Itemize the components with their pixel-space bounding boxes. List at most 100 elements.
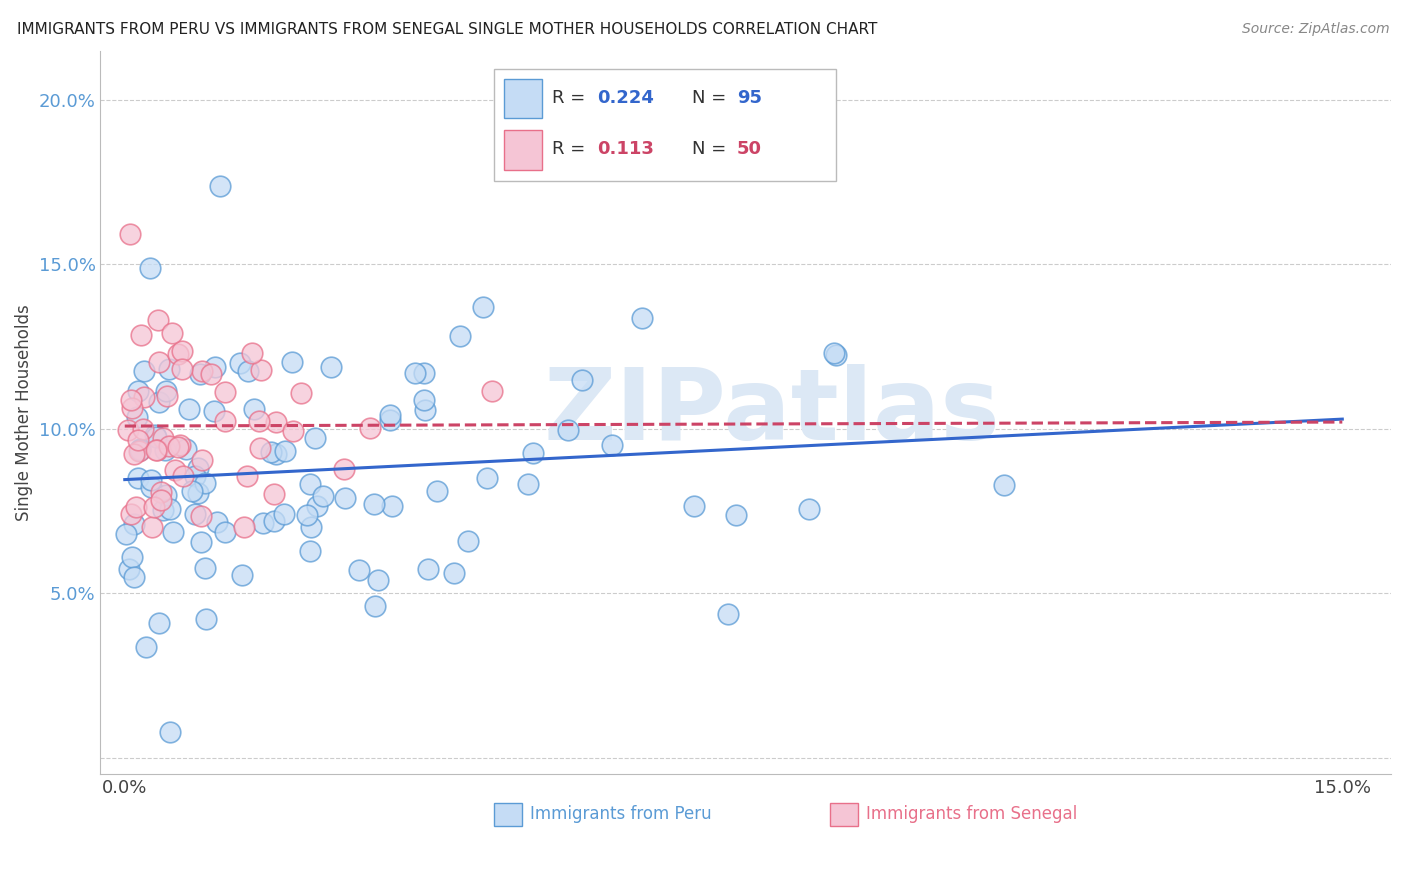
Point (156, 388, 179, 402)
Point (135, 640, 157, 654)
Point (204, 359, 226, 374)
Point (157, 439, 180, 453)
Point (281, 355, 304, 369)
Point (152, 431, 174, 445)
Point (174, 442, 197, 457)
Point (240, 346, 263, 360)
Point (129, 442, 152, 457)
Point (117, 423, 139, 437)
Point (290, 386, 312, 401)
Point (208, 179, 231, 194)
Point (378, 408, 401, 422)
Point (305, 499, 328, 513)
Point (522, 445, 544, 459)
Point (177, 402, 200, 417)
Text: IMMIGRANTS FROM PERU VS IMMIGRANTS FROM SENEGAL SINGLE MOTHER HOUSEHOLDS CORRELA: IMMIGRANTS FROM PERU VS IMMIGRANTS FROM … (17, 22, 877, 37)
Point (823, 345, 845, 359)
Point (304, 431, 326, 445)
Point (128, 444, 150, 458)
Point (194, 476, 217, 491)
Point (167, 441, 190, 455)
Point (141, 520, 163, 534)
Point (167, 347, 190, 361)
Point (600, 438, 623, 452)
Point (797, 501, 820, 516)
Point (125, 409, 148, 424)
Point (236, 469, 259, 483)
Point (195, 612, 218, 626)
Point (157, 362, 180, 376)
Point (120, 393, 142, 408)
Point (141, 480, 163, 494)
Point (139, 474, 162, 488)
Point (631, 311, 654, 326)
Point (183, 468, 205, 483)
FancyBboxPatch shape (494, 803, 523, 826)
Point (149, 492, 172, 507)
Point (378, 413, 401, 427)
Point (127, 471, 149, 485)
Point (412, 393, 434, 408)
Point (404, 366, 426, 380)
Point (129, 443, 152, 458)
Point (194, 561, 217, 575)
Point (163, 462, 186, 476)
Point (145, 443, 167, 458)
Point (477, 471, 499, 485)
Point (426, 484, 449, 499)
Point (457, 533, 479, 548)
Point (232, 520, 254, 534)
Point (159, 725, 181, 739)
Point (148, 355, 170, 369)
Point (162, 524, 184, 539)
FancyBboxPatch shape (830, 803, 858, 826)
Point (143, 428, 166, 442)
Text: ZIPatlas: ZIPatlas (543, 364, 1000, 461)
Point (824, 347, 846, 361)
Point (155, 384, 177, 398)
Point (202, 404, 225, 418)
Point (145, 430, 167, 444)
Point (299, 519, 322, 533)
Point (238, 364, 260, 378)
Point (148, 313, 170, 327)
Point (139, 261, 162, 276)
Point (683, 500, 706, 514)
Point (283, 425, 305, 439)
Point (413, 403, 436, 417)
Text: Immigrants from Senegal: Immigrants from Senegal (866, 805, 1077, 822)
Point (122, 570, 145, 584)
Point (319, 360, 342, 375)
Point (571, 373, 593, 387)
Point (333, 461, 356, 475)
Point (159, 501, 181, 516)
Point (381, 499, 404, 513)
Point (231, 568, 253, 582)
Point (170, 344, 193, 359)
Point (118, 227, 141, 242)
Point (250, 363, 273, 377)
Point (363, 599, 385, 613)
Point (228, 356, 250, 370)
Point (118, 562, 141, 576)
Point (122, 447, 145, 461)
Point (264, 447, 287, 461)
Point (243, 401, 266, 416)
Point (124, 516, 146, 531)
Text: Source: ZipAtlas.com: Source: ZipAtlas.com (1241, 22, 1389, 37)
Point (125, 500, 148, 514)
Point (115, 526, 138, 541)
Point (120, 508, 142, 522)
Point (207, 515, 229, 529)
Point (443, 566, 465, 580)
Point (295, 508, 318, 522)
Point (146, 443, 169, 458)
Point (191, 453, 214, 467)
Point (148, 394, 170, 409)
Point (184, 508, 207, 522)
Point (274, 444, 297, 458)
Point (190, 508, 212, 523)
Point (481, 384, 503, 398)
Point (155, 442, 177, 457)
Point (132, 390, 155, 404)
